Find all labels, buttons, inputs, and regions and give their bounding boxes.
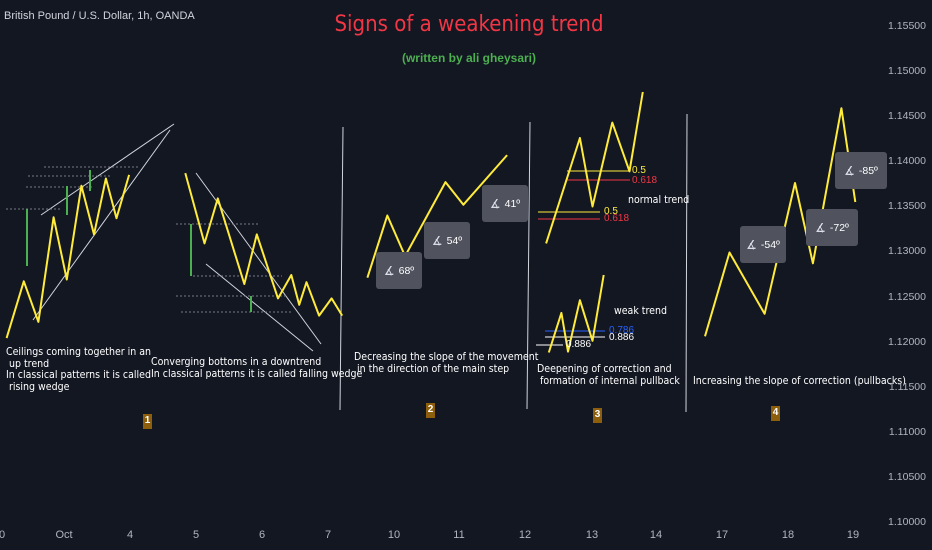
y-tick-label: 1.15500 xyxy=(888,20,926,33)
note-deepening-correction: Deepening of correction and formation of… xyxy=(537,363,680,387)
angle-box-54: ∡ 54º xyxy=(424,222,470,259)
x-tick-label: 14 xyxy=(649,529,663,541)
x-tick-label: 6 xyxy=(258,529,266,541)
normal-trend-label: normal trend xyxy=(628,194,690,206)
angle-box-neg72: ∡ -72º xyxy=(806,209,858,246)
angle-icon: ∡ xyxy=(383,263,395,278)
section-badge-4: 4 xyxy=(771,406,780,421)
angle-icon: ∡ xyxy=(489,196,501,211)
weak-trend-label: weak trend xyxy=(614,305,667,317)
chart-subtitle: (written by ali gheysari) xyxy=(401,51,537,65)
note-increasing-correction: Increasing the slope of correction (pull… xyxy=(693,375,906,387)
fib-label-0.886: 0.886 xyxy=(566,339,592,350)
x-tick-label: 7 xyxy=(324,529,332,541)
y-tick-label: 1.12000 xyxy=(888,335,926,348)
y-tick-label: 1.15000 xyxy=(888,65,926,78)
y-tick-label: 1.14500 xyxy=(888,110,926,123)
x-tick-label: 12 xyxy=(518,529,532,541)
symbol-header: British Pound / U.S. Dollar, 1h, OANDA xyxy=(4,10,195,22)
price-line-3 xyxy=(366,154,508,279)
section-divider xyxy=(685,113,688,413)
wedge-lower-line xyxy=(205,263,314,352)
angle-icon: ∡ xyxy=(844,163,855,178)
x-tick-label: 19 xyxy=(846,529,860,541)
y-tick-label: 1.12500 xyxy=(888,290,926,303)
angle-box-41: ∡ 41º xyxy=(482,185,528,222)
angle-box-68: ∡ 68º xyxy=(376,252,422,289)
x-tick-label: 4 xyxy=(126,529,134,541)
x-tick-label: Oct xyxy=(55,529,73,541)
fib-label-0.618: 0.618 xyxy=(632,175,658,186)
fib-label-0.618: 0.618 xyxy=(604,213,630,224)
section-divider xyxy=(526,121,531,410)
note-falling-wedge: Converging bottoms in a downtrend In cla… xyxy=(151,356,363,380)
angle-box-neg54: ∡ -54º xyxy=(740,226,786,263)
x-tick-label: 11 xyxy=(453,529,465,541)
section-badge-1: 1 xyxy=(143,414,152,429)
price-line-5 xyxy=(704,107,857,337)
note-decreasing-slope: Decreasing the slope of the movement in … xyxy=(354,351,539,375)
y-tick-label: 1.11500 xyxy=(888,380,926,393)
x-tick-label: 17 xyxy=(715,529,729,541)
section-badge-2: 2 xyxy=(426,403,435,418)
price-line-4b xyxy=(547,274,605,353)
y-tick-label: 1.11000 xyxy=(888,425,926,438)
angle-icon: ∡ xyxy=(815,220,826,235)
x-tick-label: 13 xyxy=(585,529,599,541)
y-tick-label: 1.10000 xyxy=(888,515,926,528)
section-badge-3: 3 xyxy=(593,408,602,423)
angle-icon: ∡ xyxy=(746,237,757,252)
wedge-upper-line xyxy=(195,172,322,345)
note-rising-wedge: Ceilings coming together in an up trend … xyxy=(6,346,152,393)
y-tick-label: 1.10500 xyxy=(888,470,926,483)
wedge-upper-line xyxy=(40,123,175,216)
fib-label-0.886: 0.886 xyxy=(609,332,635,343)
fib-label-0.786: 0.786 xyxy=(609,325,635,336)
y-tick-label: 1.13500 xyxy=(888,200,926,213)
fib-label-0.5: 0.5 xyxy=(604,206,618,217)
chart-title: Signs of a weakening trend xyxy=(334,12,604,37)
fib-label-0.5: 0.5 xyxy=(632,165,646,176)
price-line-2 xyxy=(184,172,344,317)
x-tick-label: 10 xyxy=(387,529,401,541)
price-sketches xyxy=(5,91,857,353)
price-line-1 xyxy=(5,174,131,339)
wedge-lower-line xyxy=(32,129,171,321)
section-divider xyxy=(339,126,344,411)
price-line-4a xyxy=(545,91,644,244)
angle-box-neg85: ∡ -85º xyxy=(835,152,887,189)
y-tick-label: 1.13000 xyxy=(888,245,926,258)
x-tick-label: 18 xyxy=(781,529,795,541)
angle-icon: ∡ xyxy=(431,233,443,248)
x-tick-label: 0 xyxy=(0,529,6,541)
x-tick-label: 5 xyxy=(192,529,200,541)
y-tick-label: 1.14000 xyxy=(888,155,926,168)
